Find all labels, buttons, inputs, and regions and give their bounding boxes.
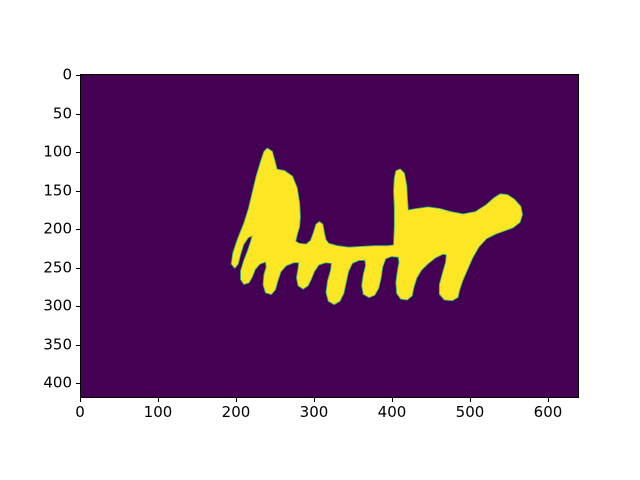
x-tick-label: 300 bbox=[299, 403, 329, 421]
x-tick-mark bbox=[548, 398, 549, 402]
x-tick-label: 600 bbox=[533, 403, 563, 421]
x-tick-mark bbox=[470, 398, 471, 402]
y-tick-mark bbox=[76, 152, 80, 153]
x-tick-label: 200 bbox=[221, 403, 251, 421]
x-tick-label: 400 bbox=[377, 403, 407, 421]
y-tick-mark bbox=[76, 268, 80, 269]
x-tick-mark bbox=[392, 398, 393, 402]
y-tick-mark bbox=[76, 383, 80, 384]
x-tick-label: 500 bbox=[455, 403, 485, 421]
mask-foreground-silhouette bbox=[231, 148, 523, 305]
y-tick-mark bbox=[76, 306, 80, 307]
x-tick-mark bbox=[158, 398, 159, 402]
segmentation-mask-image bbox=[81, 75, 578, 397]
y-tick-mark bbox=[76, 229, 80, 230]
x-tick-mark bbox=[80, 398, 81, 402]
y-tick-label: 250 bbox=[43, 258, 72, 277]
y-tick-label: 50 bbox=[52, 104, 72, 123]
y-tick-mark bbox=[76, 345, 80, 346]
x-tick-label: 100 bbox=[143, 403, 173, 421]
y-tick-label: 300 bbox=[43, 296, 72, 315]
y-tick-label: 0 bbox=[62, 65, 72, 84]
y-tick-label: 150 bbox=[43, 181, 72, 200]
x-tick-mark bbox=[236, 398, 237, 402]
y-tick-mark bbox=[76, 75, 80, 76]
x-tick-mark bbox=[314, 398, 315, 402]
y-tick-label: 100 bbox=[43, 142, 72, 161]
y-tick-label: 350 bbox=[43, 335, 72, 354]
mask-background bbox=[81, 75, 578, 397]
plot-axes-area bbox=[80, 74, 579, 398]
y-tick-label: 200 bbox=[43, 219, 72, 238]
y-tick-mark bbox=[76, 191, 80, 192]
x-tick-label: 0 bbox=[75, 403, 85, 421]
y-tick-mark bbox=[76, 114, 80, 115]
y-tick-label: 400 bbox=[43, 373, 72, 392]
